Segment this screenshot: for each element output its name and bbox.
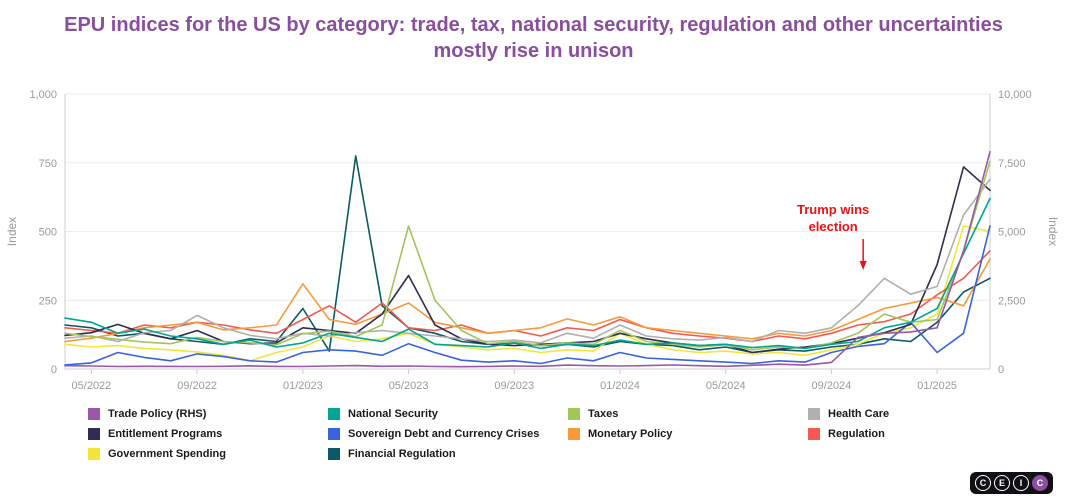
y-tick-label-left: 750 [39, 158, 57, 170]
legend-swatch-government-spending [88, 447, 100, 460]
legend-label: Monetary Policy [588, 427, 673, 440]
legend-swatch-regulation [808, 427, 820, 440]
series-line-national-security [64, 197, 991, 350]
series-line-regulation [64, 250, 991, 343]
annotation-text-line1: Trump wins [797, 202, 869, 217]
y-tick-label-right: 10,000 [998, 89, 1032, 101]
x-tick-label: 05/2022 [72, 380, 112, 392]
annotation-text-line2: election [809, 219, 858, 234]
x-tick-label: 01/2023 [283, 380, 323, 392]
series-line-trade-policy-rhs [64, 151, 991, 368]
logo-letter-e: E [994, 475, 1010, 491]
legend-swatch-monetary-policy [568, 427, 580, 440]
y-tick-label-left: 0 [51, 364, 57, 376]
legend-item-trade-policy-rhs: Trade Policy (RHS) [88, 407, 328, 420]
legend-label: Sovereign Debt and Currency Crises [348, 427, 540, 440]
y-tick-label-right: 2,500 [998, 295, 1026, 307]
x-tick-label: 09/2022 [177, 380, 217, 392]
legend-item-financial-regulation: Financial Regulation [328, 447, 568, 460]
legend-item-health-care: Health Care [808, 407, 1048, 420]
y-tick-label-right: 0 [998, 364, 1004, 376]
legend-item-entitlement-programs: Entitlement Programs [88, 427, 328, 440]
legend-label: Trade Policy (RHS) [108, 407, 207, 420]
x-tick-label: 05/2023 [389, 380, 429, 392]
x-tick-label: 01/2024 [600, 380, 640, 392]
legend-swatch-sovereign-debt-currency-crises [328, 427, 340, 440]
right-axis-title: Index [1046, 217, 1060, 246]
logo-letter-c1: C [975, 475, 991, 491]
series-line-monetary-policy [64, 258, 991, 343]
legend-swatch-entitlement-programs [88, 427, 100, 440]
x-tick-label: 09/2023 [494, 380, 534, 392]
legend-label: National Security [348, 407, 438, 420]
legend-label: Regulation [828, 427, 885, 440]
legend-swatch-national-security [328, 407, 340, 420]
series-line-government-spending [64, 225, 991, 362]
legend-item-taxes: Taxes [568, 407, 808, 420]
chart-legend: Trade Policy (RHS) National Security Taxes… [88, 407, 1048, 460]
chart-title: EPU indices for the US by category: trad… [64, 14, 1003, 63]
legend-label: Entitlement Programs [108, 427, 223, 440]
legend-label: Health Care [828, 407, 890, 420]
logo-letter-i: I [1013, 475, 1029, 491]
legend-swatch-financial-regulation [328, 447, 340, 460]
annotation-arrow-head [859, 261, 867, 270]
y-tick-label-right: 5,000 [998, 227, 1026, 239]
ceic-logo: C E I C [970, 472, 1053, 494]
legend-item-sovereign-debt-currency-crises: Sovereign Debt and Currency Crises [328, 427, 568, 440]
legend-label: Taxes [588, 407, 619, 420]
x-tick-label: 09/2024 [812, 380, 852, 392]
x-tick-label: 05/2024 [706, 380, 746, 392]
series-line-health-care [64, 178, 991, 344]
epu-line-chart: 0 0 250 2,500 500 5,000 750 7,500 1,000 10,000 05/… [5, 89, 1060, 392]
y-tick-label-left: 500 [39, 227, 57, 239]
legend-item-national-security: National Security [328, 407, 568, 420]
left-axis-title: Index [5, 217, 19, 246]
y-tick-label-left: 1,000 [29, 89, 57, 101]
legend-label: Financial Regulation [348, 447, 456, 460]
legend-item-monetary-policy: Monetary Policy [568, 427, 808, 440]
x-tick-label: 01/2025 [917, 380, 957, 392]
legend-item-government-spending: Government Spending [88, 447, 328, 460]
legend-item-regulation: Regulation [808, 427, 1048, 440]
series-line-sovereign-debt-currency-crises [64, 225, 991, 366]
legend-swatch-health-care [808, 407, 820, 420]
legend-label: Government Spending [108, 447, 226, 460]
y-tick-label-right: 7,500 [998, 158, 1026, 170]
legend-swatch-trade-policy-rhs [88, 407, 100, 420]
legend-swatch-taxes [568, 407, 580, 420]
logo-letter-c2: C [1032, 475, 1048, 491]
chart-area: 0 0 250 2,500 500 5,000 750 7,500 1,000 10,000 05/… [0, 84, 1067, 402]
series-line-taxes [64, 160, 991, 351]
y-tick-label-left: 250 [39, 295, 57, 307]
